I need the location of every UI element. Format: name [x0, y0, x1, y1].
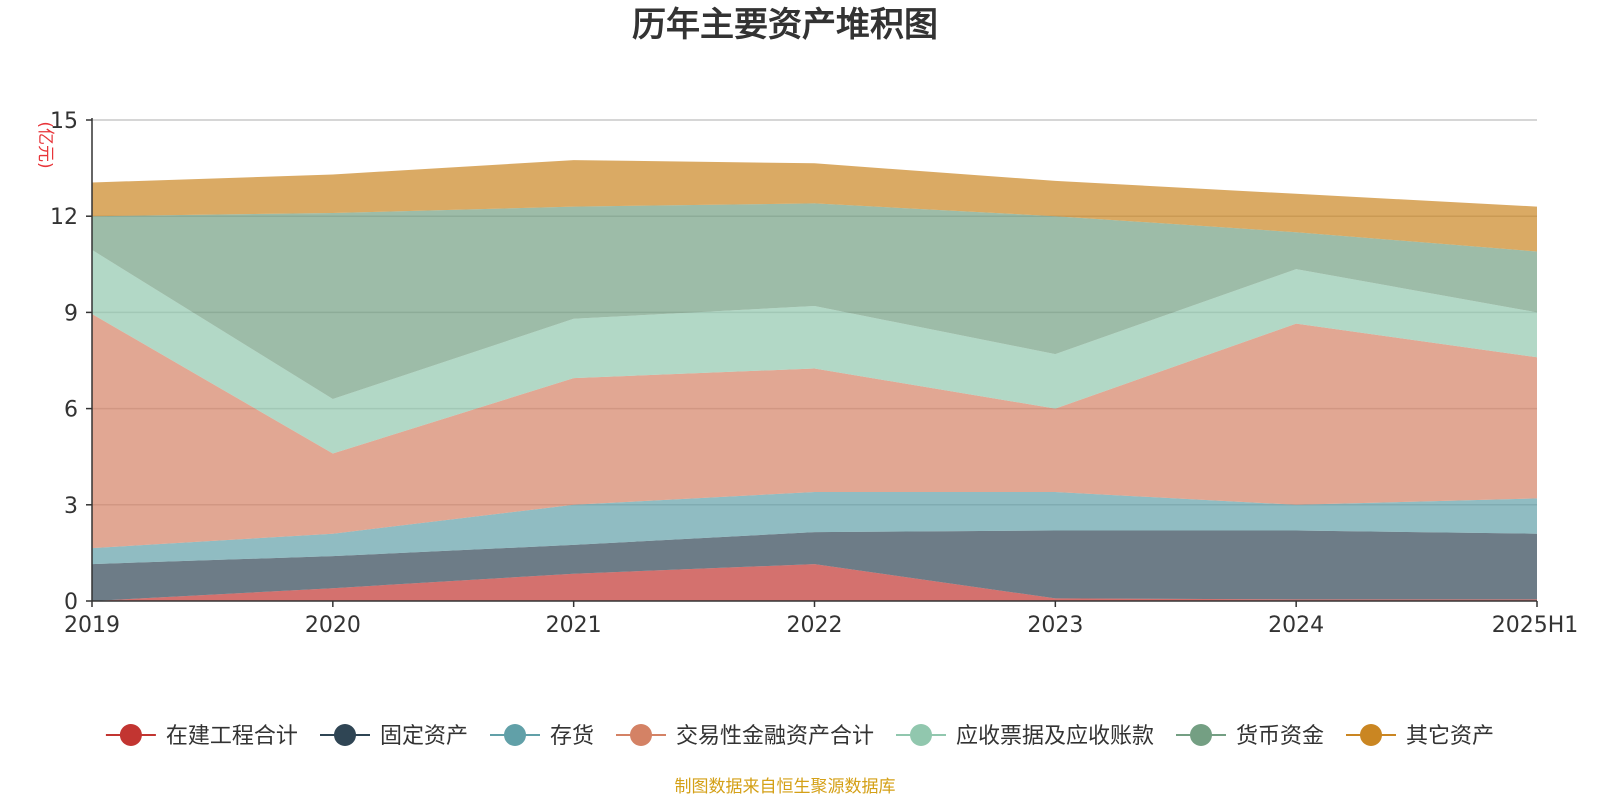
- legend-label: 其它资产: [1406, 724, 1494, 749]
- area-series-6: [92, 160, 1537, 252]
- x-tick-label: 2020: [305, 613, 361, 638]
- y-tick-label: 15: [50, 109, 78, 134]
- x-tick-label: 2025H1: [1492, 613, 1579, 638]
- y-tick-label: 3: [64, 494, 78, 519]
- legend-label: 存货: [550, 724, 594, 749]
- legend-item[interactable]: 在建工程合计: [105, 724, 298, 749]
- y-unit-label: (亿元): [35, 121, 55, 168]
- legend-circle-marker: [504, 724, 526, 746]
- legend-label: 在建工程合计: [166, 724, 298, 749]
- chart-title: 历年主要资产堆积图: [632, 5, 938, 45]
- area-series-5: [92, 203, 1537, 399]
- legend-circle-marker: [119, 724, 142, 746]
- legend-circle-marker: [910, 724, 932, 746]
- area-series-2: [92, 492, 1537, 565]
- legend-circle-marker: [334, 724, 356, 746]
- legend-label: 固定资产: [380, 724, 468, 749]
- legend-label: 应收票据及应收账款: [956, 724, 1154, 749]
- legend-item[interactable]: 其它资产: [1346, 724, 1494, 749]
- legend-circle-marker: [630, 724, 652, 746]
- data-source-note: 制图数据来自恒生聚源数据库: [675, 777, 896, 797]
- legend-circle-marker: [1190, 724, 1212, 746]
- legend-item[interactable]: 应收票据及应收账款: [896, 724, 1154, 749]
- y-tick-label: 9: [64, 301, 78, 326]
- x-tick-label: 2023: [1027, 613, 1083, 638]
- legend-item[interactable]: 交易性金融资产合计: [616, 724, 874, 749]
- area-series-4: [92, 249, 1537, 454]
- area-series-1: [92, 530, 1537, 601]
- legend-label: 货币资金: [1236, 724, 1324, 749]
- y-tick-label: 12: [50, 205, 78, 230]
- x-tick-label: 2024: [1268, 613, 1324, 638]
- legend-item[interactable]: 固定资产: [320, 724, 468, 749]
- x-tick-label: 2021: [546, 613, 602, 638]
- legend-label: 交易性金融资产合计: [676, 724, 874, 749]
- area-series-3: [92, 314, 1537, 549]
- area-series-0: [92, 564, 1537, 601]
- x-tick-label: 2019: [64, 613, 120, 638]
- axes: 0 3 6 9 12 15 2019 2020 2021 2022 2023 2024 2025H1: [50, 109, 1578, 638]
- legend-item[interactable]: 存货: [490, 724, 594, 749]
- legend-circle-marker: [1360, 724, 1382, 746]
- y-tick-label: 0: [64, 590, 78, 615]
- area-series: [92, 160, 1537, 601]
- legend: 在建工程合计 固定资产 存货 交易性金融资产合计 应收票据及应收账款 货币资金 其它资产: [105, 724, 1494, 749]
- y-tick-label: 6: [64, 398, 78, 423]
- x-tick-label: 2022: [787, 613, 843, 638]
- legend-item[interactable]: 货币资金: [1176, 724, 1324, 749]
